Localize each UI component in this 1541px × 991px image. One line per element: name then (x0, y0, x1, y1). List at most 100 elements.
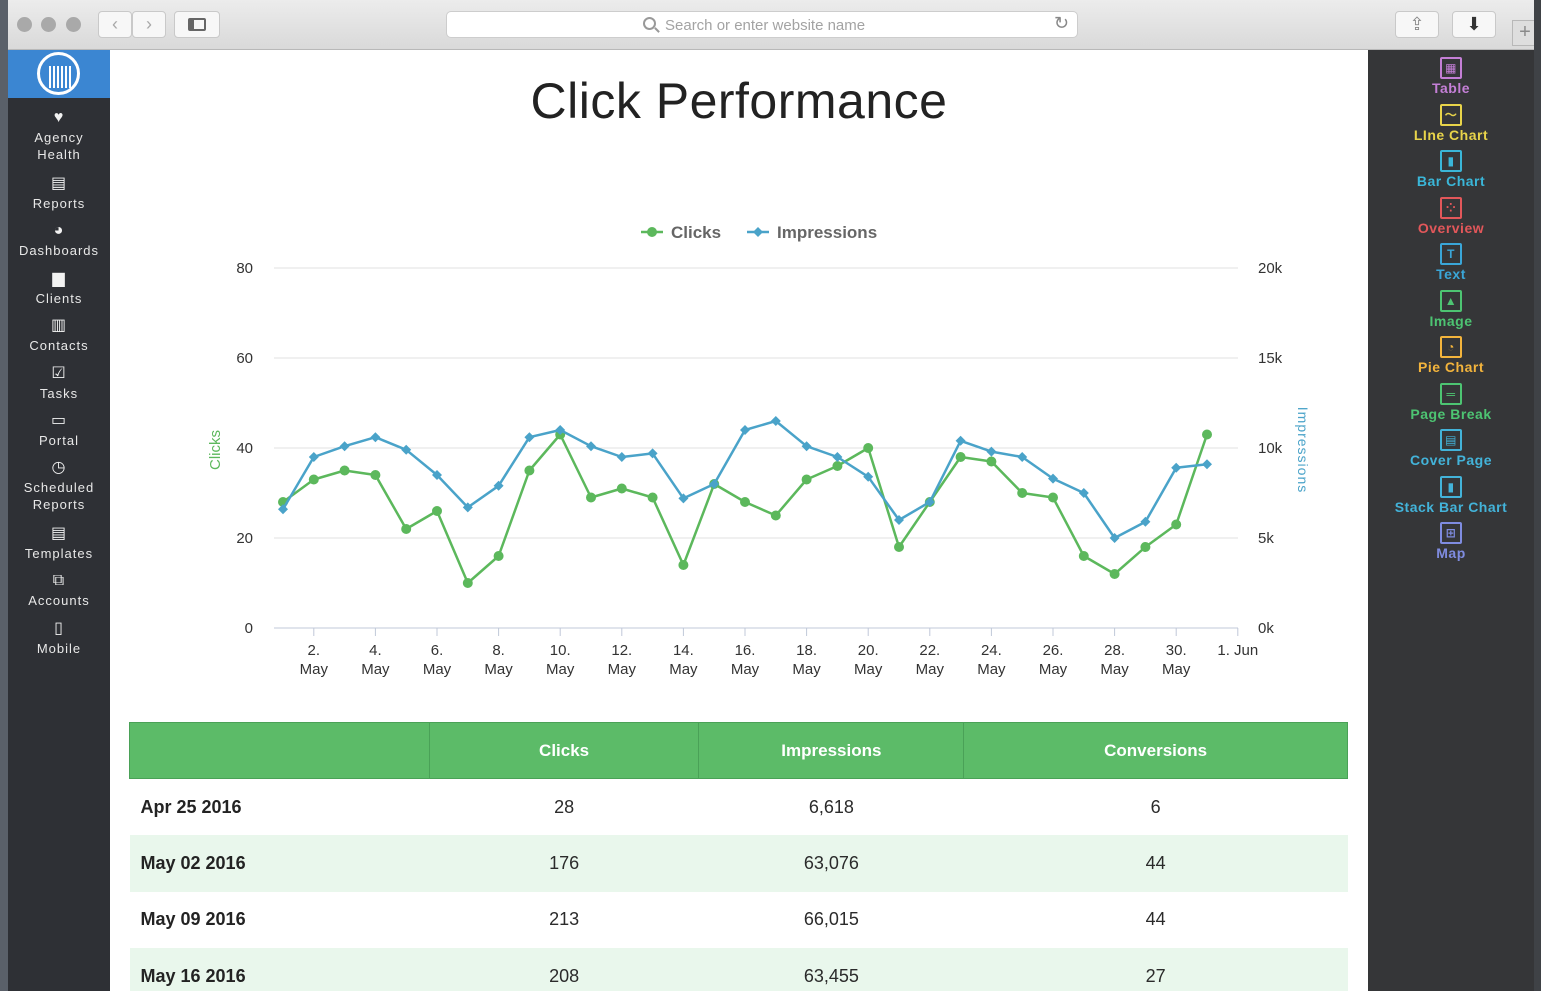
reload-icon[interactable]: ↻ (1053, 13, 1069, 33)
maximize-window-button[interactable] (66, 17, 81, 32)
sidebar-toggle-button[interactable] (174, 11, 220, 38)
widget-image[interactable]: ▲ Image (1368, 289, 1534, 329)
data-point-impressions (1202, 459, 1212, 470)
x-tick-label: 10. (550, 642, 571, 659)
widget-text[interactable]: T Text (1368, 243, 1534, 282)
data-point-clicks (1048, 492, 1058, 503)
back-button[interactable]: ‹ (98, 11, 132, 38)
portal-icon: ▭ (51, 412, 68, 429)
minimize-window-button[interactable] (41, 17, 56, 32)
pie-chart-icon: ◔ (1440, 336, 1462, 358)
data-point-impressions (709, 479, 720, 489)
sidebar-item-reports[interactable]: ▤ Reports (8, 176, 110, 212)
data-point-clicks (863, 443, 874, 453)
widget-overview[interactable]: ⁘ Overview (1368, 196, 1534, 236)
sidebar-item-templates[interactable]: ▤ Templates (8, 526, 110, 562)
sidebar-item-contacts[interactable]: ▥ Contacts (8, 318, 110, 354)
x-tick-label-month: May (361, 661, 390, 678)
data-point-impressions (1171, 462, 1182, 473)
sidebar-item-label: Dashboards (18, 243, 100, 258)
table-row: May 16 2016 208 63,455 27 (129, 948, 1348, 991)
x-tick-label-month: May (300, 661, 329, 678)
x-tick-label: 16. (735, 642, 756, 659)
sidebar-item-clients[interactable]: ▆ Clients (8, 271, 110, 307)
address-bar[interactable]: Search or enter website name ↻ (446, 11, 1078, 38)
overview-icon: ⁘ (1440, 196, 1462, 219)
heart-icon: ♥ (53, 109, 65, 126)
data-point-impressions (586, 441, 596, 452)
browser-toolbar: ‹ › Search or enter website name ↻ ⇪ ⬇ (8, 0, 1538, 50)
data-point-impressions (924, 497, 935, 507)
new-tab-button[interactable]: + (1512, 20, 1538, 46)
image-icon: ▲ (1440, 289, 1462, 312)
x-tick-label: 8. (492, 642, 505, 659)
data-point-impressions (462, 502, 473, 513)
y-right-tick-label: 15k (1258, 350, 1283, 367)
sidebar-item-mobile[interactable]: ▯ Mobile (8, 621, 110, 657)
y-left-tick-label: 0 (245, 620, 253, 637)
x-tick-label: 26. (1043, 642, 1064, 659)
sidebar-item-label: Portal (39, 433, 79, 448)
widget-line-chart[interactable]: 〜 LIne Chart (1368, 103, 1534, 143)
cell-impressions: 6,618 (808, 796, 854, 817)
text-icon: T (1440, 243, 1462, 265)
download-button[interactable]: ⬇ (1452, 11, 1496, 38)
sidebar-item-label: Clients (35, 291, 83, 306)
data-point-impressions (278, 504, 288, 515)
widget-table[interactable]: ▦ Table (1368, 57, 1534, 96)
widget-pie-chart[interactable]: ◔ Pie Chart (1368, 336, 1534, 375)
page-title: Click Performance (530, 73, 948, 129)
y-right-tick-label: 20k (1258, 260, 1283, 277)
widget-label: Bar Chart (1416, 173, 1486, 189)
close-window-button[interactable] (17, 17, 32, 32)
pie-icon: ◕ (53, 222, 65, 239)
x-tick-label: 1. Jun (1217, 642, 1258, 659)
data-point-impressions (678, 493, 689, 504)
widget-page-break[interactable]: ═ Page Break (1368, 382, 1534, 422)
data-point-clicks (1171, 519, 1182, 530)
widget-label: Map (1436, 545, 1466, 561)
y-left-tick-label: 80 (236, 260, 253, 277)
data-point-impressions (555, 425, 566, 435)
cell-impressions: 66,015 (803, 909, 859, 930)
search-icon (643, 17, 656, 30)
widget-map[interactable]: ⊞ Map (1368, 522, 1534, 561)
sidebar-item-scheduled-reports[interactable]: ◷ Scheduled Reports (8, 460, 110, 513)
widget-cover-page[interactable]: ▤ Cover Page (1368, 429, 1534, 468)
sidebar-item-dashboards[interactable]: ◕ Dashboards (8, 223, 110, 259)
performance-table: Clicks Impressions Conversions Apr 25 20… (129, 722, 1348, 991)
logo-icon (37, 52, 80, 95)
widget-label: Stack Bar Chart (1394, 498, 1508, 515)
data-point-clicks (339, 465, 350, 476)
data-point-clicks (1140, 542, 1151, 552)
stack-bar-chart-icon: ▮ (1440, 475, 1462, 498)
x-tick-label-month: May (731, 661, 760, 678)
data-point-impressions (370, 432, 381, 443)
data-point-impressions (740, 425, 750, 435)
widget-bar-chart[interactable]: ▮ Bar Chart (1368, 150, 1534, 189)
share-button[interactable]: ⇪ (1395, 11, 1439, 38)
widget-label: LIne Chart (1413, 126, 1489, 143)
x-tick-label: 28. (1104, 642, 1125, 659)
data-point-clicks (1017, 488, 1028, 498)
cell-date: May 09 2016 (140, 909, 246, 930)
cell-conversions: 44 (1145, 909, 1166, 930)
x-tick-label: 18. (796, 642, 817, 659)
table-row: Apr 25 2016 28 6,618 6 (130, 779, 1348, 836)
data-point-clicks (647, 492, 658, 503)
sidebar-item-accounts[interactable]: ⧉ Accounts (8, 573, 110, 609)
sidebar-item-portal[interactable]: ▭ Portal (8, 413, 110, 449)
y-left-axis-title: Clicks (207, 430, 224, 470)
app-logo[interactable] (8, 50, 110, 98)
cell-date: May 02 2016 (129, 835, 430, 892)
widget-stack-bar-chart[interactable]: ▮ Stack Bar Chart (1368, 475, 1534, 515)
forward-button[interactable]: › (132, 11, 166, 38)
x-tick-label: 20. (858, 642, 879, 659)
data-point-impressions (1078, 488, 1089, 498)
widget-panel: ▦ Table 〜 LIne Chart ▮ Bar Chart ⁘ Overview T Tex… (1368, 50, 1534, 991)
share-icon: ⇪ (1409, 14, 1425, 34)
cell-impressions: 63,076 (698, 835, 964, 892)
cell-clicks: 208 (429, 948, 699, 991)
sidebar-item-tasks[interactable]: ☑ Tasks (8, 366, 110, 402)
sidebar-item-agency-health[interactable]: ♥ Agency Health (8, 110, 110, 163)
